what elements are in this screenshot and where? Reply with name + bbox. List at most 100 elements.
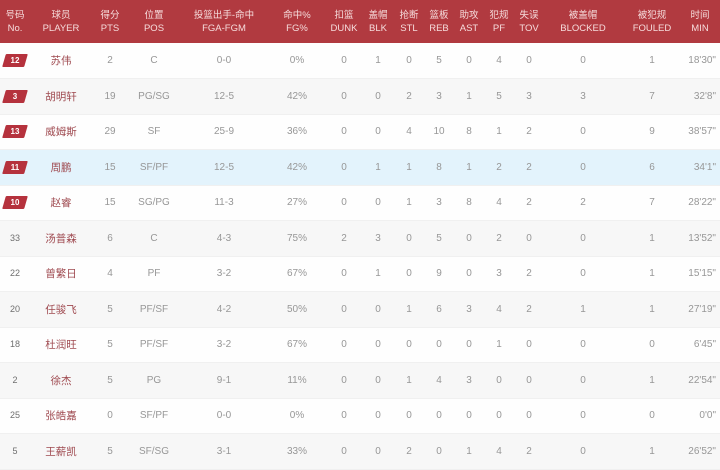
cell-no: 11 bbox=[0, 149, 30, 186]
player-name-link[interactable]: 胡明轩 bbox=[45, 90, 77, 103]
cell-min: 15'15" bbox=[682, 256, 720, 292]
player-row[interactable]: 18 杜润旺 5 PF/SF 3-2 67% 0 0 0 0 0 1 0 0 0 6'45" bbox=[0, 327, 720, 363]
col-header-en: STL bbox=[400, 22, 418, 34]
player-row[interactable]: 5 王薪凯 5 SF/SG 3-1 33% 0 0 2 0 1 4 2 0 1 26'52" bbox=[0, 433, 720, 470]
player-row[interactable]: 33 汤普森 6 C 4-3 75% 2 3 0 5 0 2 0 0 1 13'52" bbox=[0, 220, 720, 257]
player-name-link[interactable]: 任骏飞 bbox=[45, 303, 77, 316]
col-header-zh: 盖帽 bbox=[368, 9, 388, 21]
cell-blocked: 0 bbox=[544, 256, 622, 292]
cell-min: 34'1" bbox=[682, 149, 720, 186]
player-name-link[interactable]: 周鹏 bbox=[50, 161, 72, 174]
player-name-link[interactable]: 威姆斯 bbox=[45, 126, 77, 139]
col-header-en: PTS bbox=[100, 22, 120, 34]
player-row[interactable]: 22 曾繁日 4 PF 3-2 67% 0 1 0 9 0 3 2 0 1 15'15" bbox=[0, 256, 720, 292]
cell-stl: 0 bbox=[394, 398, 424, 434]
cell-pf: 0 bbox=[484, 362, 514, 399]
cell-fouled: 1 bbox=[622, 433, 682, 470]
cell-fouled: 1 bbox=[622, 43, 682, 79]
cell-min: 32'8" bbox=[682, 78, 720, 115]
col-header-zh: 被犯规 bbox=[637, 9, 667, 21]
cell-dunk: 0 bbox=[326, 43, 362, 79]
col-header-zh: 号码 bbox=[5, 9, 25, 21]
col-header-en: MIN bbox=[691, 22, 709, 34]
cell-blocked: 0 bbox=[544, 398, 622, 434]
cell-fga_fgm: 3-2 bbox=[180, 327, 268, 363]
cell-fouled: 7 bbox=[622, 185, 682, 221]
col-header-reb: 篮板 REB bbox=[424, 0, 454, 43]
col-header-ast: 助攻 AST bbox=[454, 0, 484, 43]
cell-dunk: 2 bbox=[326, 220, 362, 257]
player-name-link[interactable]: 赵睿 bbox=[50, 197, 72, 210]
col-header-blocked: 被盖帽 BLOCKED bbox=[544, 0, 622, 43]
cell-stl: 1 bbox=[394, 149, 424, 186]
cell-blk: 0 bbox=[362, 291, 394, 328]
cell-fga_fgm: 0-0 bbox=[180, 398, 268, 434]
player-row[interactable]: 20 任骏飞 5 PF/SF 4-2 50% 0 0 1 6 3 4 2 1 1 27'19" bbox=[0, 291, 720, 328]
cell-fg_pct: 67% bbox=[268, 256, 326, 292]
cell-stl: 0 bbox=[394, 220, 424, 257]
cell-tov: 0 bbox=[514, 220, 544, 257]
cell-pf: 4 bbox=[484, 185, 514, 221]
player-row[interactable]: 12 苏伟 2 C 0-0 0% 0 1 0 5 0 4 0 0 1 18'30" bbox=[0, 43, 720, 79]
player-row[interactable]: 2 徐杰 5 PG 9-1 11% 0 0 1 4 3 0 0 0 1 22'54" bbox=[0, 362, 720, 399]
cell-fg_pct: 67% bbox=[268, 327, 326, 363]
cell-tov: 2 bbox=[514, 114, 544, 150]
cell-blk: 1 bbox=[362, 149, 394, 186]
cell-ast: 1 bbox=[454, 433, 484, 470]
col-header-zh: 时间 bbox=[690, 9, 710, 21]
col-header-en: AST bbox=[459, 22, 479, 34]
cell-reb: 0 bbox=[424, 433, 454, 470]
cell-name: 胡明轩 bbox=[30, 78, 92, 115]
col-header-min: 时间 MIN bbox=[682, 0, 720, 43]
cell-no: 18 bbox=[0, 327, 30, 363]
cell-dunk: 0 bbox=[326, 327, 362, 363]
cell-blocked: 0 bbox=[544, 43, 622, 79]
player-name-link[interactable]: 苏伟 bbox=[50, 55, 72, 67]
cell-name: 汤普森 bbox=[30, 220, 92, 257]
cell-fga_fgm: 11-3 bbox=[180, 185, 268, 221]
jersey-number: 13 bbox=[10, 127, 20, 137]
player-row[interactable]: 11 周鹏 15 SF/PF 12-5 42% 0 1 1 8 1 2 2 0 6 34'1" bbox=[0, 149, 720, 186]
jersey-number: 5 bbox=[12, 445, 18, 456]
cell-min: 0'0" bbox=[682, 398, 720, 434]
col-header-zh: 被盖帽 bbox=[568, 9, 598, 21]
cell-ast: 3 bbox=[454, 362, 484, 399]
player-row[interactable]: 10 赵睿 15 SG/PG 11-3 27% 0 0 1 3 8 4 2 2 7 28'22" bbox=[0, 185, 720, 221]
cell-pts: 5 bbox=[92, 327, 128, 363]
cell-pos: PF bbox=[128, 256, 180, 292]
col-header-pos: 位置 POS bbox=[128, 0, 180, 43]
cell-tov: 2 bbox=[514, 149, 544, 186]
player-row[interactable]: 25 张皓嘉 0 SF/PF 0-0 0% 0 0 0 0 0 0 0 0 0 0'0" bbox=[0, 398, 720, 434]
player-name-link[interactable]: 徐杰 bbox=[50, 374, 72, 387]
cell-pts: 0 bbox=[92, 398, 128, 434]
cell-reb: 9 bbox=[424, 256, 454, 292]
cell-name: 杜润旺 bbox=[30, 327, 92, 363]
cell-name: 赵睿 bbox=[30, 185, 92, 221]
col-header-tov: 失误 TOV bbox=[514, 0, 544, 43]
cell-pos: PF/SF bbox=[128, 291, 180, 328]
cell-pos: SF/SG bbox=[128, 433, 180, 470]
cell-reb: 8 bbox=[424, 149, 454, 186]
cell-fouled: 1 bbox=[622, 256, 682, 292]
cell-pf: 5 bbox=[484, 78, 514, 115]
cell-no: 12 bbox=[0, 43, 30, 79]
col-header-en: DUNK bbox=[330, 22, 358, 34]
col-header-en: PF bbox=[492, 22, 506, 34]
col-header-zh: 投篮出手-命中 bbox=[193, 9, 255, 21]
player-row[interactable]: 13 威姆斯 29 SF 25-9 36% 0 0 4 10 8 1 2 0 9 38'57" bbox=[0, 114, 720, 150]
col-header-stl: 抢断 STL bbox=[394, 0, 424, 43]
jersey-number: 18 bbox=[9, 339, 20, 350]
cell-fouled: 9 bbox=[622, 114, 682, 150]
cell-tov: 0 bbox=[514, 362, 544, 399]
cell-reb: 0 bbox=[424, 398, 454, 434]
cell-reb: 4 bbox=[424, 362, 454, 399]
player-row[interactable]: 3 胡明轩 19 PG/SG 12-5 42% 0 0 2 3 1 5 3 3 7 32'8" bbox=[0, 78, 720, 115]
cell-no: 33 bbox=[0, 220, 30, 257]
player-name-link[interactable]: 杜润旺 bbox=[45, 339, 77, 352]
player-name-link[interactable]: 王薪凯 bbox=[45, 445, 77, 458]
player-name-link[interactable]: 曾繁日 bbox=[45, 268, 77, 281]
cell-fg_pct: 42% bbox=[268, 78, 326, 115]
player-name-link[interactable]: 张皓嘉 bbox=[45, 410, 77, 423]
cell-fouled: 1 bbox=[622, 362, 682, 399]
player-name-link[interactable]: 汤普森 bbox=[45, 232, 77, 245]
